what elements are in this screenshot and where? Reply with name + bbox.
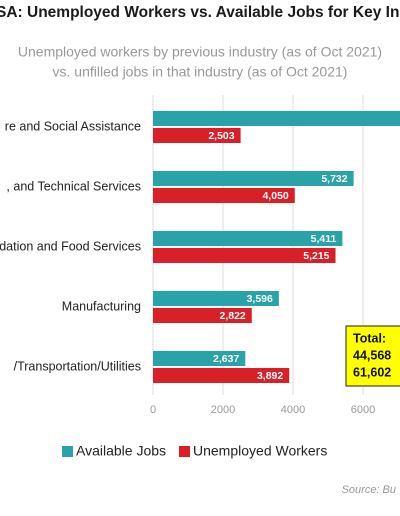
bar	[153, 368, 290, 383]
chart-subtitle: Unemployed workers by previous industry …	[18, 44, 382, 60]
annotation-box	[345, 325, 400, 387]
legend-label: Unemployed Workers	[193, 443, 327, 459]
value-label: 2,822	[219, 310, 245, 322]
bar	[153, 308, 252, 323]
bar	[153, 291, 279, 306]
x-tick-label: 2000	[211, 404, 235, 416]
bar	[153, 351, 246, 366]
x-tick-label: 6000	[351, 404, 375, 416]
value-label: 4,050	[262, 190, 288, 202]
value-label: 5,732	[321, 173, 347, 185]
value-label: 3,596	[247, 293, 273, 305]
legend-swatch	[62, 446, 73, 457]
bar	[153, 231, 343, 246]
bar	[153, 171, 354, 186]
x-tick-label: 0	[150, 404, 156, 416]
legend-label: Available Jobs	[76, 443, 166, 459]
value-label: 2,503	[208, 130, 234, 142]
annotation-text: 44,568	[353, 348, 391, 362]
value-label: 5,411	[311, 233, 337, 245]
annotation-text: 61,602	[353, 365, 391, 379]
y-tick-label: dation and Food Services	[0, 239, 141, 253]
value-label: 3,892	[257, 370, 283, 382]
source: Source: Bu	[342, 484, 396, 496]
annotation-text: Total:	[353, 331, 386, 345]
bar	[153, 111, 400, 126]
legend-swatch	[179, 446, 190, 457]
bar	[153, 128, 241, 143]
chart-title: SA: Unemployed Workers vs. Available Job…	[0, 4, 400, 21]
y-tick-label: re and Social Assistance	[5, 119, 141, 133]
y-tick-label: , and Technical Services	[6, 179, 141, 193]
value-label: 5,215	[303, 250, 329, 262]
value-label: 2,637	[213, 353, 239, 365]
chart-subtitle: vs. unfilled jobs in that industry (as o…	[53, 64, 348, 80]
bar	[153, 188, 295, 203]
bar	[153, 248, 336, 263]
y-tick-label: /Transportation/Utilities	[14, 359, 141, 373]
x-tick-label: 4000	[281, 404, 305, 416]
y-tick-label: Manufacturing	[62, 299, 141, 313]
